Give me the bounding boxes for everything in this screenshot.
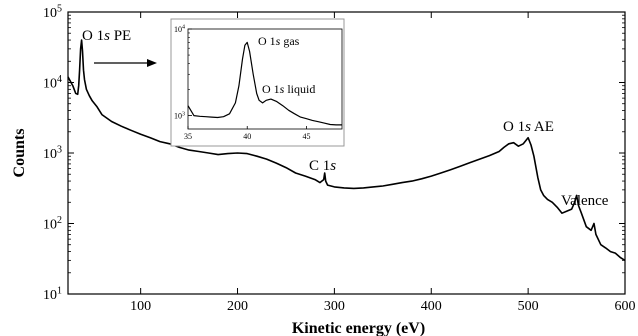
inset-plot: 35 40 45 103 104 O 1s gas O 1s liquid (170, 18, 345, 147)
x-tick-label: 400 (421, 299, 442, 314)
annotation-c1s: C 1s (309, 158, 336, 174)
annotation-o1s-ae: O 1s AE (503, 119, 554, 135)
plot-frame (67, 11, 626, 295)
y-axis-label: Counts (11, 129, 28, 178)
y-tick-label: 104 (43, 74, 62, 92)
y-tick-label: 105 (43, 4, 62, 22)
inset-x-tick-label: 45 (302, 132, 310, 141)
inset-annotation-gas: O 1s gas (258, 34, 300, 48)
inset-background (170, 18, 345, 147)
x-tick-label: 200 (227, 299, 248, 314)
inset-x-tick-label: 40 (243, 132, 251, 141)
x-tick-label: 100 (130, 299, 151, 314)
inset-y-tick-label: 104 (174, 25, 185, 34)
y-tick-label: 101 (43, 286, 62, 304)
y-tick-label: 102 (43, 215, 62, 233)
arrow-head (147, 59, 157, 67)
x-tick-label: 300 (324, 299, 345, 314)
x-axis-label: Kinetic energy (eV) (292, 320, 425, 336)
inset-spectrum-line (187, 41, 342, 126)
annotation-valence: Valence (561, 193, 609, 209)
x-tick-label: 600 (615, 299, 636, 314)
x-tick-label: 500 (518, 299, 539, 314)
inset-frame (187, 28, 343, 130)
inset-annotation-liquid: O 1s liquid (262, 82, 315, 96)
annotation-o1s-pe: O 1s PE (82, 28, 131, 44)
spectrum-line (67, 39, 626, 262)
y-tick-label: 103 (43, 145, 62, 163)
main-plot: 100 200 300 400 500 600 101 102 103 104 105 Kinetic… (11, 4, 636, 336)
inset-x-tick-label: 35 (184, 132, 192, 141)
inset-y-tick-label: 103 (174, 111, 185, 120)
